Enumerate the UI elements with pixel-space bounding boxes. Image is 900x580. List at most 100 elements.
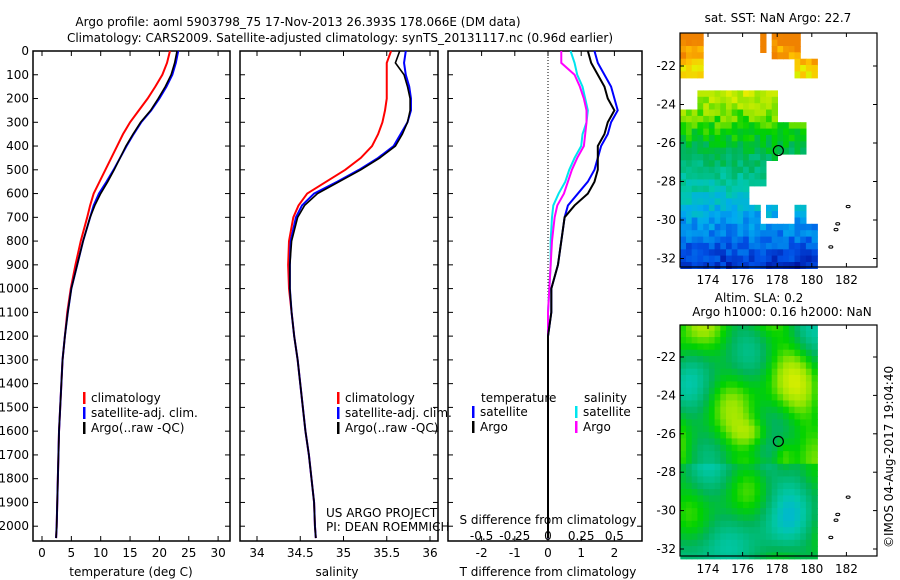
map-cell	[708, 179, 716, 187]
map-cell	[794, 324, 801, 332]
salinity-legend-swatch	[337, 407, 340, 419]
map-cell	[714, 192, 721, 200]
map-cell	[680, 495, 687, 503]
map-cell	[691, 463, 698, 471]
map-cell	[714, 217, 721, 225]
map-cell	[800, 482, 807, 490]
map-cell	[720, 425, 727, 433]
map-cell	[771, 413, 778, 420]
map-cell	[703, 362, 710, 370]
map-cell	[771, 128, 778, 136]
map-cell	[811, 255, 818, 263]
y-tick-label: 200	[6, 92, 29, 106]
map-cell	[720, 394, 727, 401]
map-cell	[714, 255, 721, 263]
map-cell	[737, 406, 744, 414]
map-cell	[691, 470, 698, 477]
map-cell	[686, 387, 693, 395]
map-cell	[805, 425, 813, 433]
salinity-legend-label: Argo(..raw -QC)	[345, 421, 438, 435]
s-diff-tick-label: 0.25	[568, 529, 595, 543]
map-cell	[737, 476, 744, 484]
map-cell	[800, 356, 807, 363]
map-cell	[720, 96, 727, 104]
map-cell	[726, 451, 733, 458]
map-cell	[697, 39, 704, 47]
y-tick-label: 1800	[0, 472, 29, 486]
diff-legend-sal-satellite-label: satellite	[583, 405, 631, 419]
map-cell	[800, 381, 807, 389]
map-cell	[714, 134, 721, 142]
map-cell	[760, 514, 767, 522]
map-cell	[805, 58, 813, 66]
map-cell	[726, 356, 733, 363]
map-cell	[703, 394, 710, 401]
map-cell	[691, 39, 698, 47]
map-cell	[703, 90, 710, 98]
map-cell	[737, 90, 744, 98]
map-cell	[703, 166, 710, 174]
map-cell	[777, 324, 784, 332]
map-cell	[708, 514, 716, 522]
map-cell	[788, 463, 796, 471]
map-cell	[680, 147, 687, 155]
map-cell	[811, 489, 818, 496]
map-cell	[737, 249, 744, 257]
map-cell	[680, 128, 687, 136]
map-cell	[737, 533, 744, 541]
map-cell	[691, 154, 698, 161]
map-cell	[726, 173, 733, 180]
map-cell	[686, 476, 693, 484]
map-cell	[680, 356, 687, 363]
map-cell	[794, 387, 801, 395]
map-cell	[686, 166, 693, 174]
map-cell	[766, 438, 773, 446]
map-cell	[777, 349, 784, 357]
map-cell	[737, 337, 744, 344]
pi-label: PI: DEAN ROEMMICH	[326, 520, 449, 534]
map-cell	[760, 349, 767, 357]
map-cell	[783, 520, 790, 528]
map-cell	[680, 134, 687, 142]
map-cell	[800, 406, 807, 414]
map-cell	[794, 255, 801, 263]
map-cell	[748, 141, 756, 149]
map-cell	[754, 230, 761, 238]
map-cell	[720, 349, 727, 357]
map-cell	[754, 470, 761, 477]
map-cell	[680, 463, 687, 471]
map-cell	[720, 539, 727, 547]
map-cell	[680, 337, 687, 344]
map-cell	[703, 96, 710, 104]
map-cell	[737, 444, 744, 452]
salinity-line-satelliteadjclim	[288, 50, 412, 539]
map-cell	[743, 362, 750, 370]
map-cell	[811, 400, 818, 408]
map-cell	[691, 192, 698, 200]
map-cell	[788, 330, 796, 338]
map-cell	[731, 337, 738, 344]
map-cell	[680, 198, 687, 206]
map-cell	[737, 230, 744, 238]
map-cell	[788, 223, 796, 231]
map-cell	[771, 249, 778, 257]
map-cell	[800, 495, 807, 503]
map-cell	[748, 425, 756, 433]
map-cell	[686, 179, 693, 187]
map-cell	[748, 413, 756, 420]
x-tick-label: 30	[210, 546, 225, 560]
map-cell	[743, 444, 750, 452]
map-cell	[714, 337, 721, 344]
map-cell	[754, 242, 761, 250]
map-cell	[686, 444, 693, 452]
map-cell	[748, 173, 756, 180]
map-cell	[748, 375, 756, 382]
map-cell	[783, 476, 790, 484]
map-cell	[794, 236, 801, 244]
map-cell	[691, 134, 698, 142]
map-cell	[805, 330, 813, 338]
map-cell	[714, 198, 721, 206]
map-cell	[794, 514, 801, 522]
map-cell	[748, 134, 756, 142]
map-cell	[726, 90, 733, 98]
